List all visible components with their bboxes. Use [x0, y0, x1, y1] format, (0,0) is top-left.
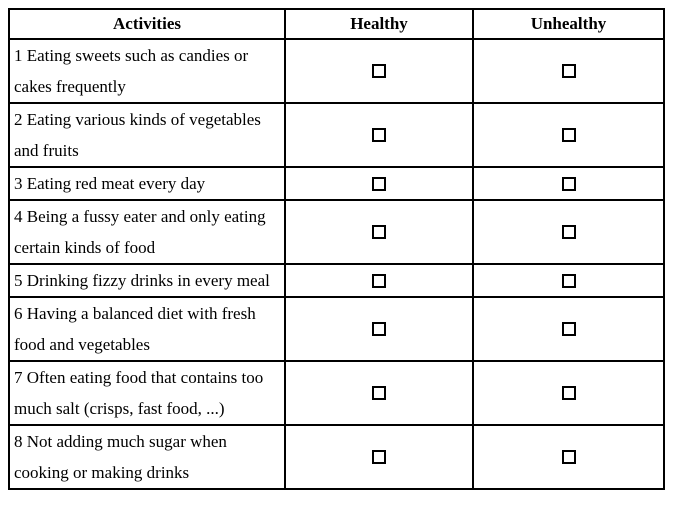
activity-label: 7 Often eating food that contains too mu…: [8, 360, 286, 426]
check-cell: [284, 166, 474, 201]
table-row: 7 Often eating food that contains too mu…: [8, 360, 665, 426]
table-row: 3 Eating red meat every day: [8, 166, 665, 201]
healthy-checkbox[interactable]: [372, 225, 386, 240]
check-cell: [284, 424, 474, 490]
healthy-checkbox[interactable]: [372, 128, 386, 143]
unhealthy-checkbox[interactable]: [561, 450, 576, 465]
table-row: 5 Drinking fizzy drinks in every meal: [8, 263, 665, 298]
check-cell: [284, 296, 474, 362]
check-cell: [472, 263, 665, 298]
check-cell: [284, 102, 474, 168]
table-row: 4 Being a fussy eater and only eating ce…: [8, 199, 665, 265]
healthy-checkbox[interactable]: [372, 176, 386, 191]
check-cell: [284, 263, 474, 298]
unhealthy-checkbox[interactable]: [561, 176, 576, 191]
healthy-checkbox[interactable]: [372, 322, 386, 337]
activity-label: 5 Drinking fizzy drinks in every meal: [8, 263, 286, 298]
check-cell: [472, 38, 665, 104]
unhealthy-checkbox[interactable]: [561, 225, 576, 240]
healthy-checkbox[interactable]: [372, 386, 386, 401]
check-cell: [472, 166, 665, 201]
activity-label: 8 Not adding much sugar when cooking or …: [8, 424, 286, 490]
table-row: 8 Not adding much sugar when cooking or …: [8, 424, 665, 490]
check-cell: [284, 38, 474, 104]
activity-label: 4 Being a fussy eater and only eating ce…: [8, 199, 286, 265]
check-cell: [472, 296, 665, 362]
check-cell: [284, 360, 474, 426]
unhealthy-checkbox[interactable]: [561, 64, 576, 79]
header-unhealthy: Unhealthy: [472, 8, 665, 40]
unhealthy-checkbox[interactable]: [561, 386, 576, 401]
unhealthy-checkbox[interactable]: [561, 322, 576, 337]
table-body: 1 Eating sweets such as candies or cakes…: [8, 38, 665, 490]
check-cell: [472, 102, 665, 168]
table-row: 1 Eating sweets such as candies or cakes…: [8, 38, 665, 104]
header-healthy: Healthy: [284, 8, 474, 40]
healthy-checkbox[interactable]: [372, 64, 386, 79]
activity-label: 2 Eating various kinds of vegetables and…: [8, 102, 286, 168]
table-row: 2 Eating various kinds of vegetables and…: [8, 102, 665, 168]
healthy-checkbox[interactable]: [372, 450, 386, 465]
activity-label: 6 Having a balanced diet with fresh food…: [8, 296, 286, 362]
header-row: Activities Healthy Unhealthy: [8, 8, 665, 40]
check-cell: [472, 360, 665, 426]
unhealthy-checkbox[interactable]: [561, 128, 576, 143]
unhealthy-checkbox[interactable]: [561, 273, 576, 288]
table-row: 6 Having a balanced diet with fresh food…: [8, 296, 665, 362]
check-cell: [472, 199, 665, 265]
healthy-checkbox[interactable]: [372, 273, 386, 288]
activities-table: Activities Healthy Unhealthy 1 Eating sw…: [8, 8, 665, 490]
activity-label: 3 Eating red meat every day: [8, 166, 286, 201]
check-cell: [284, 199, 474, 265]
header-activities: Activities: [8, 8, 286, 40]
activity-label: 1 Eating sweets such as candies or cakes…: [8, 38, 286, 104]
check-cell: [472, 424, 665, 490]
